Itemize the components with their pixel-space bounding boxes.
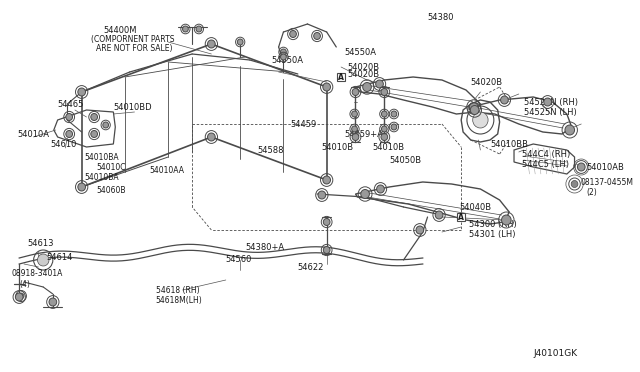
Circle shape <box>91 131 97 138</box>
Text: ARE NOT FOR SALE): ARE NOT FOR SALE) <box>96 44 173 52</box>
Circle shape <box>290 31 296 38</box>
Text: 54525N (LH): 54525N (LH) <box>524 108 577 116</box>
Text: J40101GK: J40101GK <box>533 350 577 359</box>
Bar <box>337 73 345 81</box>
Text: 08918-3401A: 08918-3401A <box>12 269 63 279</box>
Text: 54020B: 54020B <box>348 70 380 78</box>
Text: 54010B: 54010B <box>372 142 405 151</box>
Circle shape <box>435 211 443 219</box>
Circle shape <box>15 293 23 301</box>
Circle shape <box>280 49 286 55</box>
Text: A: A <box>458 212 464 221</box>
Circle shape <box>182 26 188 32</box>
Text: 54010B: 54010B <box>322 142 354 151</box>
Circle shape <box>66 113 72 121</box>
Circle shape <box>500 96 508 104</box>
Text: 54010BA: 54010BA <box>84 173 119 182</box>
Circle shape <box>66 131 72 138</box>
Text: 54550A: 54550A <box>344 48 376 57</box>
Circle shape <box>351 126 357 132</box>
Circle shape <box>391 124 397 130</box>
Text: 54301 (LH): 54301 (LH) <box>469 230 515 238</box>
Text: 08137-0455M: 08137-0455M <box>580 177 634 186</box>
Circle shape <box>571 180 578 187</box>
Text: 54010BD: 54010BD <box>113 103 152 112</box>
Circle shape <box>323 218 330 225</box>
Text: 54010AB: 54010AB <box>586 163 624 171</box>
Text: 54040B: 54040B <box>460 202 492 212</box>
Circle shape <box>78 183 86 191</box>
Circle shape <box>363 83 371 92</box>
Text: 54010C: 54010C <box>96 163 125 171</box>
Bar <box>458 213 465 221</box>
Circle shape <box>381 134 388 141</box>
Text: 54614: 54614 <box>46 253 72 262</box>
Text: 54588: 54588 <box>257 145 284 154</box>
Circle shape <box>381 126 387 132</box>
Text: 54560: 54560 <box>226 256 252 264</box>
Circle shape <box>207 133 215 141</box>
Circle shape <box>196 26 202 32</box>
Circle shape <box>352 134 359 141</box>
Circle shape <box>565 125 575 135</box>
Circle shape <box>381 111 387 117</box>
Text: 54618M(LH): 54618M(LH) <box>156 295 202 305</box>
Text: 54010AA: 54010AA <box>149 166 184 174</box>
Text: 54550A: 54550A <box>271 55 303 64</box>
Circle shape <box>361 189 369 199</box>
Circle shape <box>502 215 511 225</box>
Circle shape <box>473 112 488 128</box>
Text: 54010A: 54010A <box>17 129 49 138</box>
Text: 54622: 54622 <box>298 263 324 272</box>
Text: 54524N (RH): 54524N (RH) <box>524 97 578 106</box>
Circle shape <box>470 106 479 115</box>
Text: 54610: 54610 <box>50 140 76 148</box>
Text: (4): (4) <box>19 279 30 289</box>
Text: 54050B: 54050B <box>389 155 421 164</box>
Text: 54380: 54380 <box>428 13 454 22</box>
Circle shape <box>381 89 388 96</box>
Text: 54020B: 54020B <box>348 62 380 71</box>
Text: 54010BB: 54010BB <box>490 140 528 148</box>
Circle shape <box>207 40 215 48</box>
Text: 54060B: 54060B <box>96 186 125 195</box>
Circle shape <box>469 103 478 112</box>
Text: 54380+A: 54380+A <box>245 243 284 251</box>
Text: 54459: 54459 <box>290 119 316 128</box>
Circle shape <box>78 88 86 96</box>
Circle shape <box>38 254 49 266</box>
Text: 54400M: 54400M <box>104 26 137 35</box>
Circle shape <box>577 163 585 171</box>
Circle shape <box>314 32 321 39</box>
Text: 544C4 (RH): 544C4 (RH) <box>522 150 570 158</box>
Circle shape <box>416 226 424 234</box>
Text: 54465: 54465 <box>58 99 84 109</box>
Circle shape <box>323 176 330 184</box>
Circle shape <box>391 111 397 117</box>
Text: 54020B: 54020B <box>471 77 503 87</box>
Text: 54613: 54613 <box>27 240 53 248</box>
Circle shape <box>351 111 357 117</box>
Text: A: A <box>338 73 344 81</box>
Circle shape <box>318 191 326 199</box>
Circle shape <box>323 247 330 253</box>
Text: (2): (2) <box>586 187 597 196</box>
Circle shape <box>352 89 359 96</box>
Circle shape <box>544 98 552 106</box>
Circle shape <box>280 54 286 60</box>
Text: 54459+A: 54459+A <box>344 129 383 138</box>
Circle shape <box>237 39 243 45</box>
Circle shape <box>19 293 24 299</box>
Text: 54618 (RH): 54618 (RH) <box>156 285 199 295</box>
Circle shape <box>91 113 97 121</box>
Circle shape <box>323 83 330 91</box>
Circle shape <box>376 185 384 193</box>
Text: 54300 (RH): 54300 (RH) <box>469 219 516 228</box>
Text: 544C5 (LH): 544C5 (LH) <box>522 160 569 169</box>
Circle shape <box>103 122 109 128</box>
Circle shape <box>49 298 57 306</box>
Circle shape <box>376 80 383 88</box>
Text: 54010BA: 54010BA <box>84 153 119 161</box>
Text: (COMPORNENT PARTS: (COMPORNENT PARTS <box>92 35 175 44</box>
